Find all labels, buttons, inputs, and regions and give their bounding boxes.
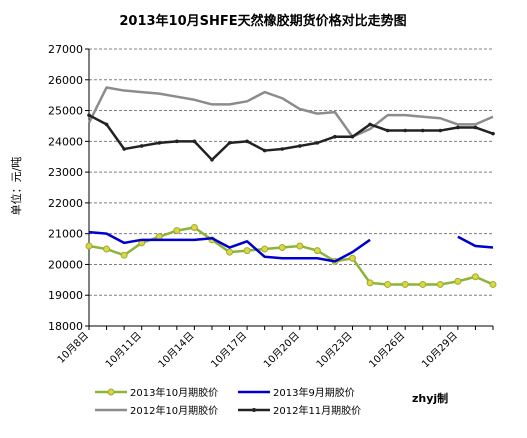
y-tick-labels: 18000 19000 20000 21000 22000 23000 24000 25000…	[48, 43, 83, 333]
x-tick-labels: 10月8日 10月11日 10月14日 10月17日 10月20日 10月23日 10月26…	[55, 330, 460, 371]
x-tick-label: 10月29日	[419, 330, 460, 371]
series-line	[88, 230, 371, 263]
data-point	[173, 227, 181, 235]
data-point	[261, 245, 269, 253]
legend-label: 2012年10月期胶价	[130, 404, 218, 417]
x-tick-label: 10月20日	[261, 330, 302, 371]
data-point	[438, 128, 443, 133]
series-line	[87, 86, 494, 138]
data-point	[296, 242, 304, 250]
data-point	[419, 280, 427, 288]
series-1	[85, 224, 497, 288]
data-point	[226, 248, 234, 256]
x-tick-label: 10月11日	[103, 330, 144, 371]
data-point	[420, 128, 425, 133]
x-tick-label: 10月14日	[156, 330, 197, 371]
data-point	[122, 147, 126, 151]
data-point	[454, 277, 462, 285]
grid-lines	[89, 48, 493, 296]
x-tick-label: 10月17日	[209, 330, 250, 371]
y-tick-label: 24000	[48, 135, 83, 148]
credit-text: zhyj制	[412, 391, 448, 405]
data-point	[227, 141, 232, 145]
data-point	[315, 141, 320, 145]
data-point	[243, 247, 251, 255]
legend: 2013年10月期胶价 2013年9月期胶价 2012年10月期胶价 2012年11月…	[95, 386, 361, 417]
series-line	[457, 235, 494, 249]
data-point	[473, 125, 478, 130]
chart-title: 2013年10月SHFE天然橡胶期货价格对比走势图	[119, 13, 406, 29]
data-point	[157, 141, 162, 145]
x-tick-label: 10月26日	[367, 330, 408, 371]
data-point	[103, 245, 111, 253]
y-tick-label: 22000	[48, 197, 83, 210]
plot-area	[85, 48, 497, 330]
data-point	[456, 125, 460, 130]
series-lines	[85, 86, 497, 288]
data-point	[401, 280, 409, 288]
x-tick-label: 10月8日	[55, 330, 91, 366]
series-4	[87, 113, 495, 162]
x-tick-label: 10月23日	[314, 330, 355, 371]
data-point	[366, 279, 374, 287]
data-point	[280, 147, 285, 151]
data-point	[313, 247, 321, 255]
data-point	[297, 144, 302, 148]
data-point	[491, 131, 495, 136]
y-tick-label: 23000	[48, 166, 83, 179]
series-line	[88, 114, 494, 162]
data-point	[384, 280, 392, 288]
legend-marker	[107, 388, 115, 396]
axes	[85, 48, 494, 330]
legend-label: 2012年11月期胶价	[273, 404, 361, 417]
legend-label: 2013年9月期胶价	[273, 386, 355, 399]
data-point	[262, 148, 267, 153]
y-tick-label: 20000	[48, 258, 83, 271]
legend-item: 2013年9月期胶价	[238, 386, 355, 399]
data-point	[120, 251, 128, 259]
legend-label: 2013年10月期胶价	[130, 386, 218, 399]
data-point	[385, 128, 390, 133]
data-point	[175, 139, 179, 144]
data-point	[368, 122, 372, 127]
data-point	[489, 280, 497, 288]
data-point	[210, 158, 214, 162]
y-tick-label: 21000	[48, 228, 83, 241]
legend-marker	[252, 408, 256, 412]
data-point	[245, 139, 249, 144]
data-point	[190, 224, 198, 232]
series-2	[88, 230, 494, 263]
series-3	[87, 86, 494, 138]
y-tick-label: 26000	[48, 74, 83, 87]
data-point	[139, 144, 144, 148]
data-point	[85, 242, 93, 250]
y-axis-label: 单位：元/吨	[9, 157, 23, 216]
legend-item: 2013年10月期胶价	[95, 386, 218, 399]
data-point	[350, 134, 355, 139]
data-point	[403, 128, 407, 133]
data-point	[192, 139, 197, 144]
y-tick-label: 25000	[48, 105, 83, 118]
data-point	[278, 244, 286, 252]
legend-item: 2012年11月期胶价	[238, 404, 361, 417]
y-tick-label: 18000	[48, 320, 83, 333]
data-point	[348, 254, 356, 262]
y-tick-label: 27000	[48, 43, 83, 56]
data-point	[104, 122, 109, 127]
data-point	[436, 280, 444, 288]
data-point	[333, 134, 337, 139]
legend-item: 2012年10月期胶价	[95, 404, 218, 417]
series-line	[88, 226, 494, 286]
data-point	[87, 113, 91, 117]
data-point	[471, 273, 479, 281]
y-tick-label: 19000	[48, 289, 83, 302]
